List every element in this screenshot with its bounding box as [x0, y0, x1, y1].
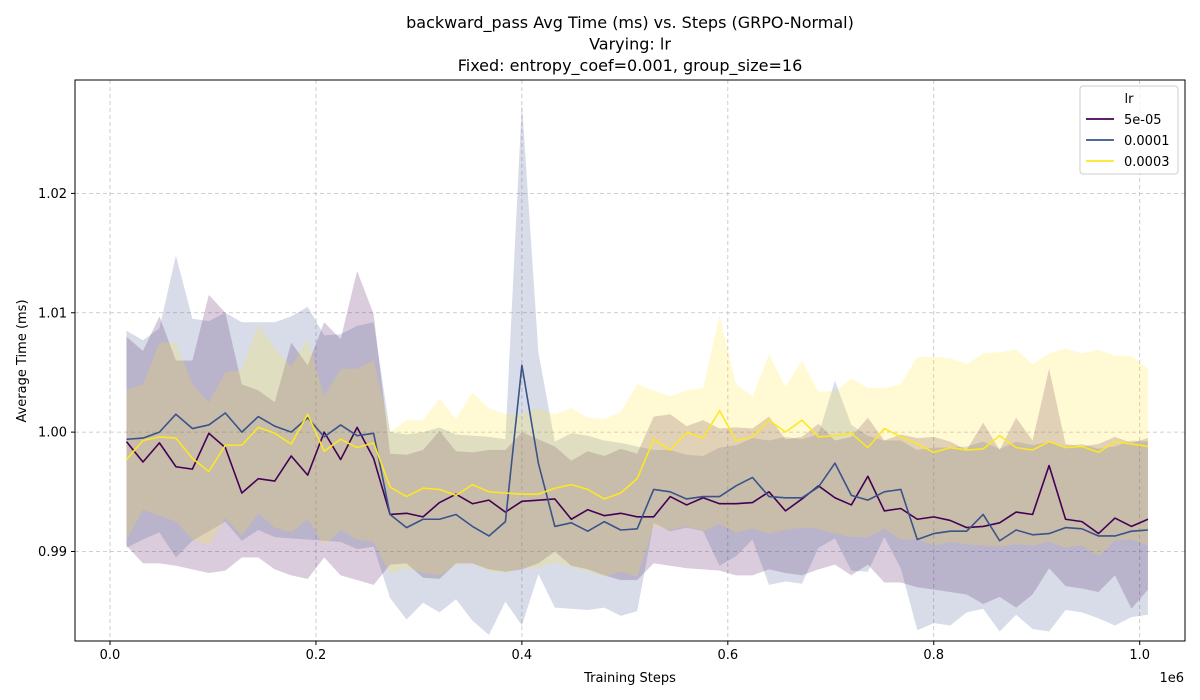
legend-entry-0.0001[interactable]: 0.0001 [1086, 134, 1170, 149]
chart-title-line-2: Varying: lr [589, 35, 671, 54]
confidence-bands [126, 102, 1148, 636]
y-axis-label: Average Time (ms) [15, 299, 30, 422]
series-line-0-0003 [125, 409, 1149, 500]
x-axis-label: Training Steps [583, 671, 676, 686]
x-tick-label: 0.2 [306, 648, 327, 663]
y-tick-label: 1.02 [38, 187, 67, 202]
x-tick-label: 0.4 [512, 648, 533, 663]
band-5e-05 [126, 270, 1148, 609]
legend[interactable]: lr 5e-05 0.0001 0.0003 [1079, 85, 1179, 175]
axis-ticks: 0.0 0.2 0.4 0.6 0.8 1.0 0.99 1.00 1.01 1.02 [38, 187, 1150, 663]
series-line-0-0001 [126, 364, 1148, 542]
legend-label: 5e-05 [1124, 113, 1162, 128]
series-lines [125, 364, 1149, 542]
legend-label: 0.0001 [1124, 134, 1170, 149]
legend-entry-5e-05[interactable]: 5e-05 [1086, 113, 1162, 128]
x-axis-offset-label: 1e6 [1159, 671, 1184, 686]
x-tick-label: 1.0 [1129, 648, 1150, 663]
y-tick-label: 1.01 [38, 306, 67, 321]
x-tick-label: 0.8 [923, 648, 944, 663]
legend-box [1079, 85, 1179, 175]
y-tick-label: 0.99 [38, 545, 67, 560]
plot-area-frame [74, 79, 1186, 642]
x-tick-label: 0.0 [100, 648, 121, 663]
legend-label: 0.0003 [1124, 155, 1170, 170]
chart-title-line-3: Fixed: entropy_coef=0.001, group_size=16 [458, 56, 803, 76]
x-tick-label: 0.6 [717, 648, 738, 663]
y-tick-label: 1.00 [38, 426, 67, 441]
legend-title: lr [1125, 92, 1135, 107]
series-line-5e-05 [125, 426, 1149, 535]
band-0-0001 [126, 102, 1148, 636]
legend-entry-0.0003[interactable]: 0.0003 [1086, 155, 1170, 170]
band-0-0003 [126, 315, 1148, 577]
grid-lines [75, 80, 1185, 641]
chart-title-line-1: backward_pass Avg Time (ms) vs. Steps (G… [406, 13, 854, 33]
